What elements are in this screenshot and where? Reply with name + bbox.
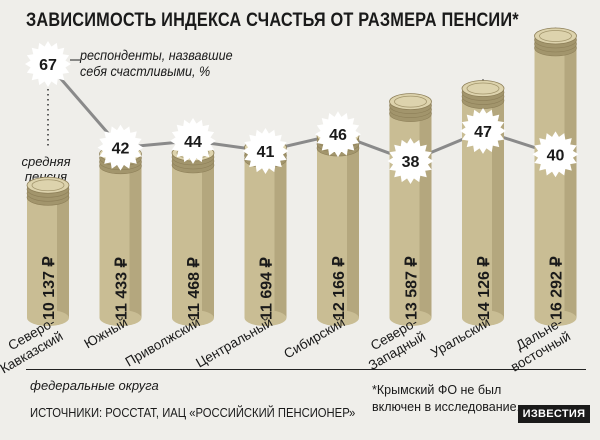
column-base <box>317 310 359 326</box>
happiness-badge <box>242 128 289 174</box>
column-base <box>99 310 142 326</box>
sources-text: ИСТОЧНИКИ: РОССТАТ, ИАЦ «РОССИЙСКИЙ ПЕНС… <box>30 406 356 420</box>
pension-label: 12 166 ₽ <box>331 256 348 320</box>
happiness-badge <box>170 117 216 164</box>
axis-divider <box>26 369 586 370</box>
publisher-logo: ИЗВЕСТИЯ <box>518 405 590 423</box>
pension-label: 10 137 ₽ <box>41 256 58 320</box>
coin-rim <box>539 30 572 42</box>
axis-caption: федеральные округа <box>30 378 159 393</box>
column-shade <box>419 101 432 318</box>
chart-title: ЗАВИСИМОСТЬ ИНДЕКСА СЧАСТЬЯ ОТ РАЗМЕРА П… <box>26 10 519 31</box>
happiness-value: 67 <box>39 57 57 74</box>
happiness-value: 46 <box>329 127 347 144</box>
category-label-line: Уральский <box>428 315 492 361</box>
legend-happy-line2: себя счастливыми, % <box>80 63 211 79</box>
happiness-badge <box>315 111 361 158</box>
legend-pension-line1: средняя <box>21 154 71 169</box>
happiness-value: 42 <box>112 141 130 158</box>
happiness-value: 47 <box>474 124 492 141</box>
pension-label: 11 694 ₽ <box>259 257 276 320</box>
happiness-badge <box>460 107 506 154</box>
column-shade <box>202 152 214 318</box>
column-base <box>244 310 287 326</box>
column-shade <box>274 147 287 318</box>
category-label: Северо-Западный <box>358 315 428 373</box>
happiness-value: 44 <box>184 134 202 151</box>
happiness-badge <box>532 131 579 178</box>
column-base <box>462 310 504 326</box>
pension-label: 14 126 ₽ <box>476 256 493 320</box>
happiness-badge <box>97 124 144 171</box>
pension-label: 11 433 ₽ <box>114 257 131 320</box>
category-label: Дальне-восточный <box>500 315 573 375</box>
happiness-badge <box>387 138 434 184</box>
legend-happy: респонденты, назвавшие себя счастливыми,… <box>80 47 233 79</box>
coin-rim <box>466 82 500 95</box>
column-shade <box>564 36 577 318</box>
pension-label: 16 292 ₽ <box>549 256 566 320</box>
category-label: Уральский <box>428 315 492 361</box>
column-shade <box>129 153 142 318</box>
column-shade <box>347 136 359 318</box>
column-base <box>27 310 69 326</box>
legend-happy-line1: респонденты, назвавшие <box>80 47 233 63</box>
happiness-value: 38 <box>402 154 420 171</box>
footnote-line2: включен в исследование. <box>372 400 521 414</box>
coin-rim <box>394 95 427 108</box>
category-label-line: Сибирский <box>281 315 347 362</box>
pension-label: 11 468 ₽ <box>186 257 203 320</box>
column-base <box>172 310 214 326</box>
column-shade <box>57 185 69 318</box>
pension-label: 13 587 ₽ <box>404 256 421 320</box>
column-base <box>389 310 432 326</box>
happiness-badge <box>25 41 71 87</box>
happiness-value: 41 <box>257 144 275 161</box>
footnote: *Крымский ФО не был включен в исследован… <box>372 382 520 416</box>
footnote-line1: *Крымский ФО не был <box>372 383 502 397</box>
column-base <box>534 310 577 326</box>
coin-rim <box>31 179 65 192</box>
happiness-value: 40 <box>547 147 565 164</box>
category-label: Сибирский <box>281 315 347 362</box>
